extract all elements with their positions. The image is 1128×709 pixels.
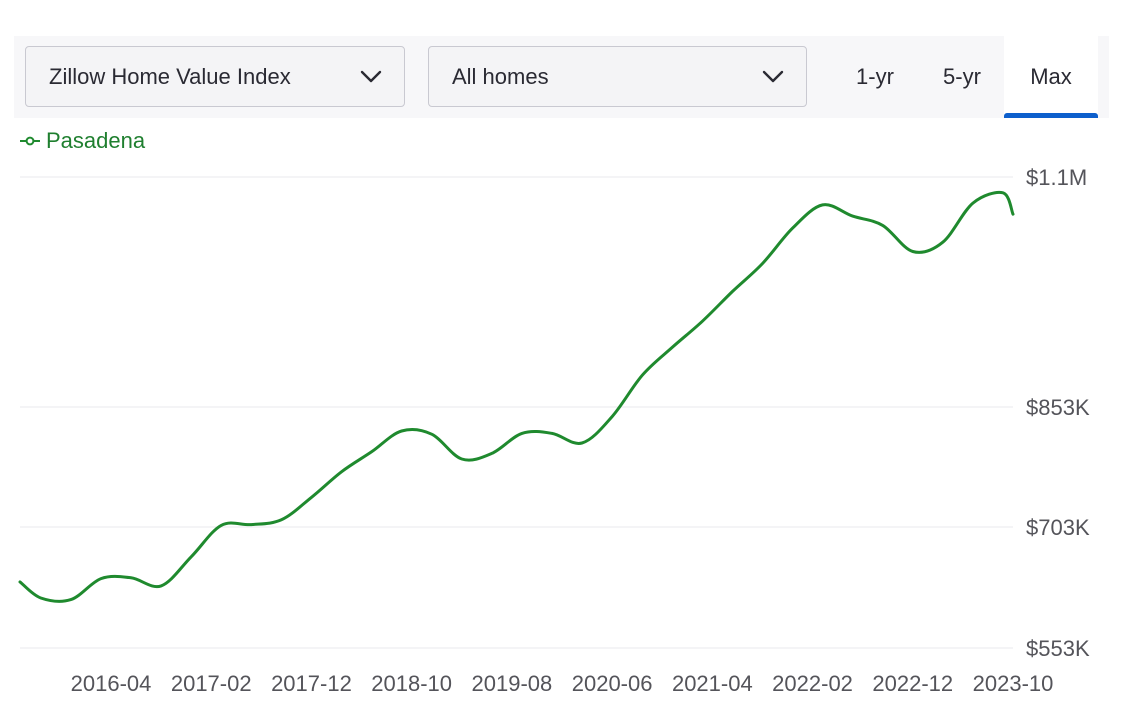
- legend-marker-icon: [20, 136, 40, 146]
- x-tick-label: 2017-02: [171, 671, 252, 696]
- x-tick-label: 2019-08: [472, 671, 553, 696]
- series-line-pasadena[interactable]: [18, 190, 1015, 603]
- x-tick-label: 2023-10: [973, 671, 1054, 696]
- metric-select[interactable]: Zillow Home Value Index: [25, 46, 405, 107]
- chart-toolbar: Zillow Home Value Index All homes 1-yr 5…: [14, 36, 1109, 118]
- home-type-select-label: All homes: [452, 63, 549, 89]
- selected-tab-indicator: [1004, 113, 1098, 118]
- chevron-down-icon: [360, 70, 382, 82]
- x-tick-label: 2016-04: [71, 671, 152, 696]
- y-tick-label: $703K: [1026, 515, 1090, 540]
- range-max-label: Max: [1030, 64, 1072, 89]
- y-tick-label: $553K: [1026, 636, 1090, 661]
- range-1yr-button[interactable]: 1-yr: [856, 64, 894, 89]
- range-5yr-button[interactable]: 5-yr: [943, 64, 981, 89]
- range-max-button[interactable]: Max: [1004, 36, 1098, 118]
- chevron-down-icon: [762, 70, 784, 82]
- x-tick-label: 2020-06: [572, 671, 653, 696]
- x-tick-label: 2022-12: [872, 671, 953, 696]
- metric-select-label: Zillow Home Value Index: [49, 63, 291, 89]
- x-tick-label: 2022-02: [772, 671, 853, 696]
- y-tick-label: $1.1M: [1026, 165, 1087, 190]
- home-type-select[interactable]: All homes: [428, 46, 807, 107]
- y-tick-label: $853K: [1026, 395, 1090, 420]
- x-tick-label: 2017-12: [271, 671, 352, 696]
- x-tick-label: 2018-10: [371, 671, 452, 696]
- legend-label-pasadena: Pasadena: [46, 128, 146, 153]
- x-tick-label: 2021-04: [672, 671, 753, 696]
- chart-legend[interactable]: Pasadena: [20, 128, 145, 154]
